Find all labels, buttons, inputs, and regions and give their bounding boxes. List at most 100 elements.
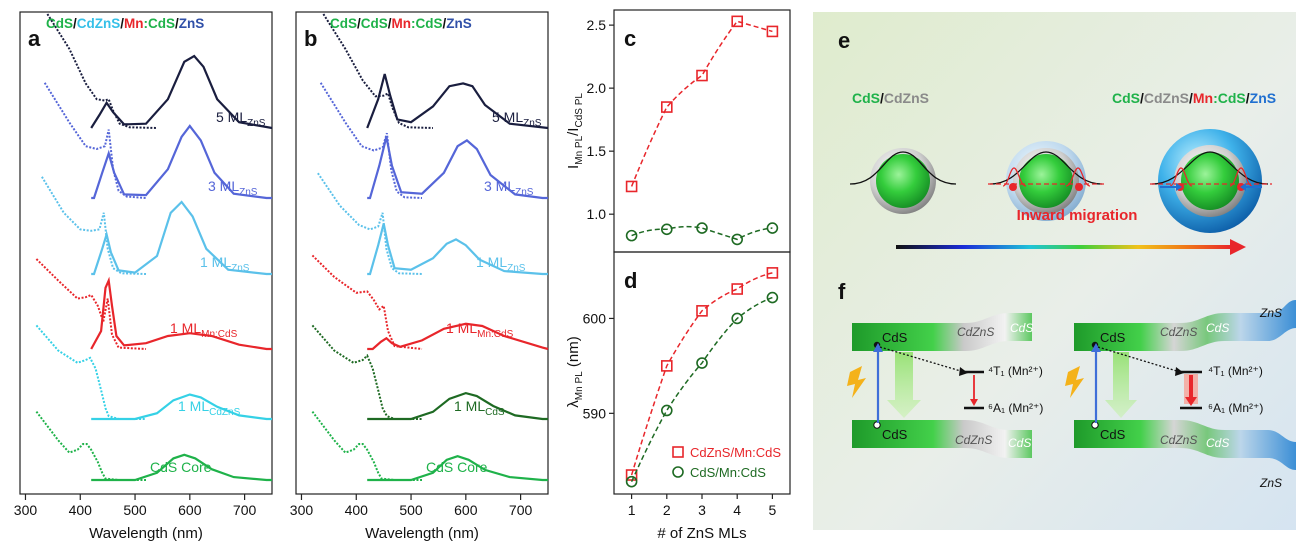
panel-d-ylabel: λMn PL (nm): [565, 336, 585, 407]
panel-d-letter: d: [624, 268, 637, 293]
panel-b-xlabel: Wavelength (nm): [365, 525, 479, 542]
pl-curve: [90, 276, 272, 351]
left-cds-top: CdS: [882, 330, 908, 345]
absorption-curve: [43, 82, 147, 199]
nanocrystal-zns-capped: [1150, 129, 1272, 233]
panel-e-right-label: CdS/CdZnS/Mn:CdS/ZnS: [1112, 90, 1276, 106]
right-level-4t1: ⁴T₁ (Mn²⁺): [1208, 364, 1263, 378]
x-tick-label: 3: [698, 502, 706, 518]
x-tick-label: 600: [178, 502, 202, 518]
right-zns-bottom: ZnS: [1259, 476, 1282, 490]
series-label: 1 MLMn:CdS: [170, 320, 238, 340]
fit-line: [630, 272, 773, 476]
absorption-curve: [46, 13, 158, 129]
absorption-curve: [35, 258, 147, 350]
panel-b-letter: b: [304, 26, 317, 51]
series-label: 1 MLCdS: [454, 398, 505, 418]
left-cdzns-top: CdZnS: [957, 325, 994, 339]
right-cdzns-bottom: CdZnS: [1160, 433, 1197, 447]
series-label: 3 MLZnS: [484, 178, 534, 198]
nanocrystal-mn-doped: [988, 141, 1104, 221]
panel-b: CdS Core 1 MLCdS 1 MLMn:CdS 1 MLZnS 3 MLZnS 5…: [290, 11, 549, 542]
pl-curve: [366, 73, 549, 130]
y-tick-label: 600: [583, 310, 607, 326]
pl-curve: [90, 54, 273, 130]
absorption-curve: [311, 410, 422, 481]
fit-line: [630, 296, 773, 482]
panel-c-ylabel: IMn PL/ICdS PL: [565, 93, 585, 169]
absorption-curve: [35, 410, 146, 481]
panel-a-xlabel: Wavelength (nm): [89, 525, 203, 542]
data-point: [731, 283, 744, 295]
x-tick-label: 600: [454, 502, 478, 518]
data-point: [625, 475, 638, 488]
data-point: [625, 229, 638, 242]
series-label: 1 MLCdZnS: [178, 398, 241, 418]
right-level-6a1: ⁶A₁ (Mn²⁺): [1208, 401, 1263, 415]
x-tick-label: 2: [663, 502, 671, 518]
y-tick-label: 590: [583, 405, 607, 421]
pl-curve: [367, 223, 548, 276]
x-tick-label: 5: [769, 502, 777, 518]
x-tick-label: 700: [509, 502, 533, 518]
data-point: [731, 233, 744, 246]
data-point: [660, 101, 673, 113]
y-tick-label: 1.5: [587, 143, 607, 159]
absorption-curve: [317, 172, 423, 275]
legend-marker: [672, 466, 684, 478]
pl-curve: [91, 453, 272, 482]
pl-curve: [367, 455, 548, 482]
absorption-curve: [322, 13, 434, 129]
absorption-curve: [311, 254, 423, 350]
right-cds-bottom: CdS: [1100, 427, 1126, 442]
x-tick-label: 1: [628, 502, 636, 518]
data-point: [766, 25, 779, 38]
right-cds-end-bottom: CdS: [1206, 436, 1229, 450]
lightning-icon: [1065, 366, 1084, 398]
data-point: [766, 267, 779, 279]
left-cdzns-bottom: CdZnS: [955, 433, 992, 447]
data-point: [660, 404, 673, 417]
y-tick-label: 2.0: [587, 80, 607, 96]
x-tick-label: 300: [290, 502, 314, 518]
x-tick-label: 300: [14, 502, 38, 518]
x-tick-label: 500: [123, 502, 147, 518]
panel-f: f CdS CdZnS CdS CdS CdZnS CdS ⁴T₁ (Mn²⁺)…: [838, 279, 1296, 490]
absorption-curve: [41, 176, 147, 275]
y-tick-label: 2.5: [587, 17, 607, 33]
nanocrystal-cds-cdzns: [849, 148, 957, 214]
lightning-icon: [847, 366, 866, 398]
data-point: [696, 305, 708, 317]
series-label: 1 MLZnS: [476, 254, 526, 274]
left-cds-bottom: CdS: [882, 427, 908, 442]
series-label: 3 MLZnS: [208, 178, 258, 198]
panel-a-header: CdS/CdZnS/Mn:CdS/ZnS: [46, 16, 204, 31]
absorption-curve: [319, 82, 423, 199]
band-scheme-right: CdS CdZnS CdS ZnS CdS CdZnS CdS ZnS ⁴T₁ …: [1065, 300, 1296, 490]
x-tick-label: 400: [345, 502, 369, 518]
right-cdzns-top: CdZnS: [1160, 325, 1197, 339]
panel-b-frame: [295, 11, 549, 495]
pl-curve: [367, 391, 548, 421]
fit-line: [631, 225, 773, 241]
absorption-curve: [311, 324, 422, 420]
fit-line: [630, 20, 773, 187]
band-scheme-left: CdS CdZnS CdS CdS CdZnS CdS ⁴T₁ (Mn²⁺) ⁶…: [847, 313, 1043, 458]
y-tick-label: 1.0: [587, 206, 607, 222]
panel-c-letter: c: [624, 26, 636, 51]
left-cds-end-top: CdS: [1010, 321, 1033, 335]
legend-marker: [672, 446, 684, 458]
panel-a-letter: a: [28, 26, 41, 51]
data-point: [696, 357, 708, 369]
panel-c: c 1.0 1.5 2.0 2.5 IMn PL/ICdS PL: [565, 9, 791, 253]
pl-curve: [91, 124, 272, 200]
data-point: [625, 180, 638, 193]
absorption-curve: [35, 324, 146, 420]
panel-a-frame: [19, 11, 273, 495]
x-tick-label: 400: [69, 502, 93, 518]
series-label: CdS Core: [150, 459, 212, 475]
panel-e-letter: e: [838, 28, 850, 53]
series-label: 5 MLZnS: [492, 109, 542, 129]
legend-label: CdZnS/Mn:CdS: [690, 445, 781, 460]
